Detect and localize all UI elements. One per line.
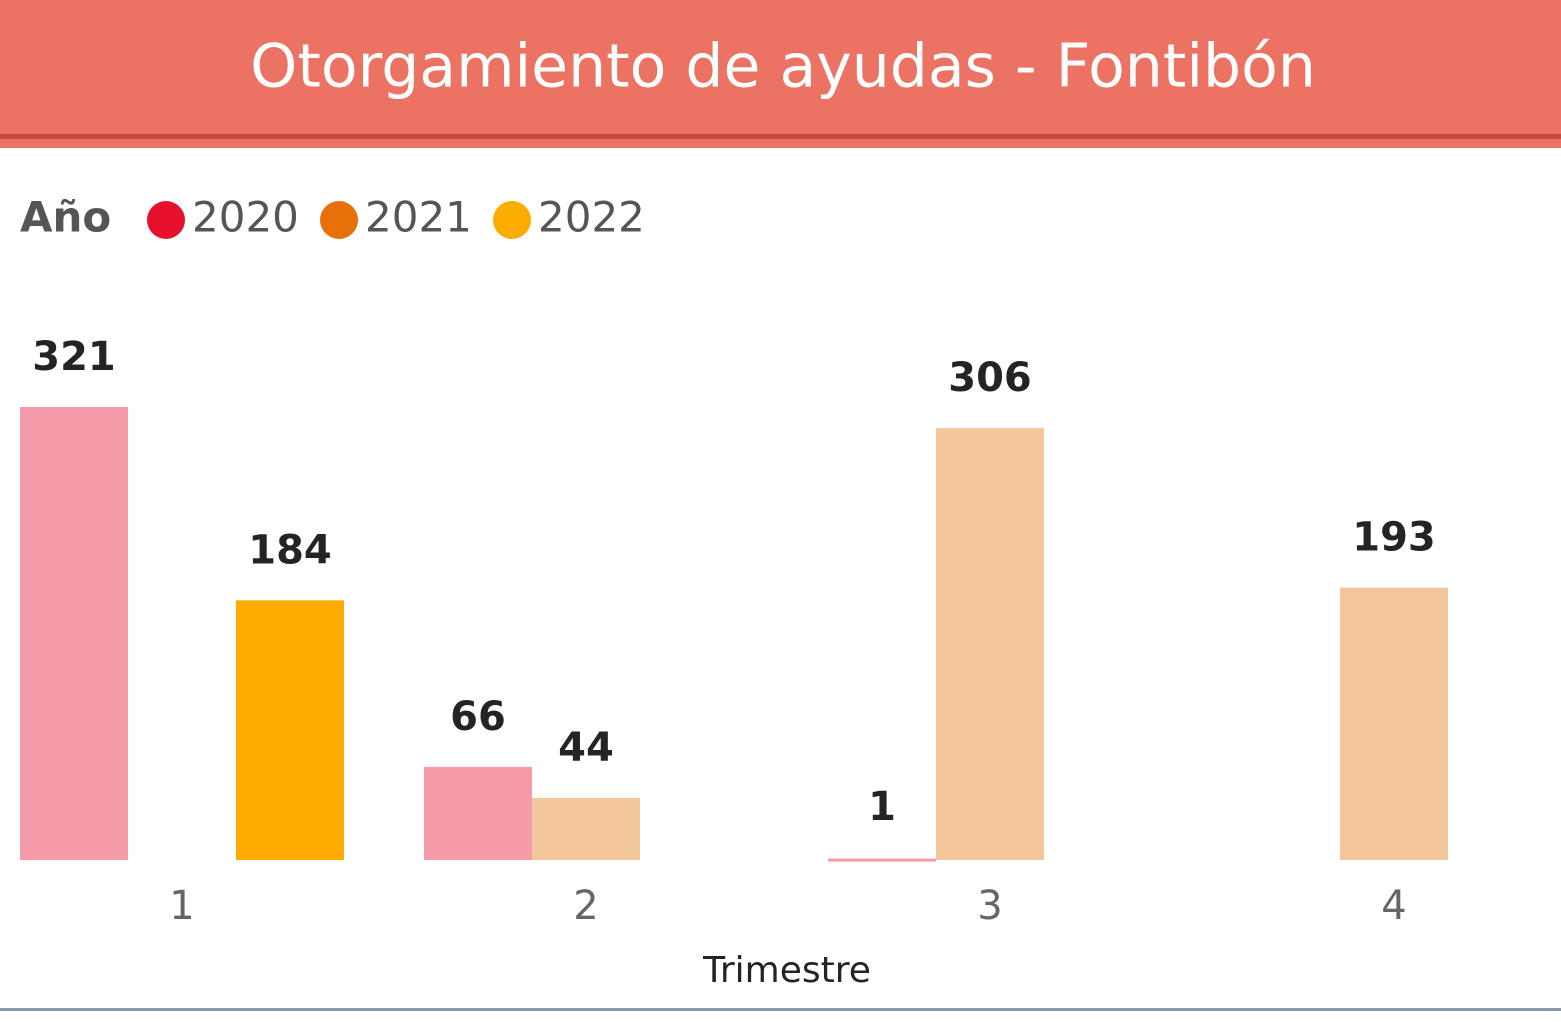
data-label: 193 [1352, 515, 1436, 561]
bar [828, 858, 936, 862]
bar [424, 766, 532, 860]
chart-title: Otorgamiento de ayudas - Fontibón [250, 32, 1316, 102]
legend-swatch [147, 201, 185, 239]
bar [532, 797, 640, 860]
legend-swatch [493, 201, 531, 239]
x-tick-label: 4 [1381, 883, 1406, 929]
x-axis-label: Trimestre [702, 950, 871, 991]
data-label: 321 [32, 334, 116, 380]
x-tick-label: 2 [573, 883, 598, 929]
legend-title: Año [20, 193, 111, 242]
data-label: 184 [248, 527, 332, 573]
legend-label: 2021 [365, 193, 472, 242]
bar [936, 428, 1044, 860]
title-bar [0, 0, 1561, 148]
legend-label: 2022 [538, 193, 645, 242]
bottom-rule [0, 1008, 1561, 1011]
x-tick-label: 3 [977, 883, 1002, 929]
legend-swatch [320, 201, 358, 239]
bar [1340, 587, 1448, 860]
title-bar-rule [0, 134, 1561, 139]
bar [236, 600, 344, 860]
data-label: 1 [868, 784, 896, 830]
data-label: 306 [948, 355, 1032, 401]
bar [20, 407, 128, 860]
legend-label: 2020 [192, 193, 299, 242]
data-label: 44 [558, 725, 614, 771]
x-tick-label: 1 [169, 883, 194, 929]
data-label: 66 [450, 694, 506, 740]
